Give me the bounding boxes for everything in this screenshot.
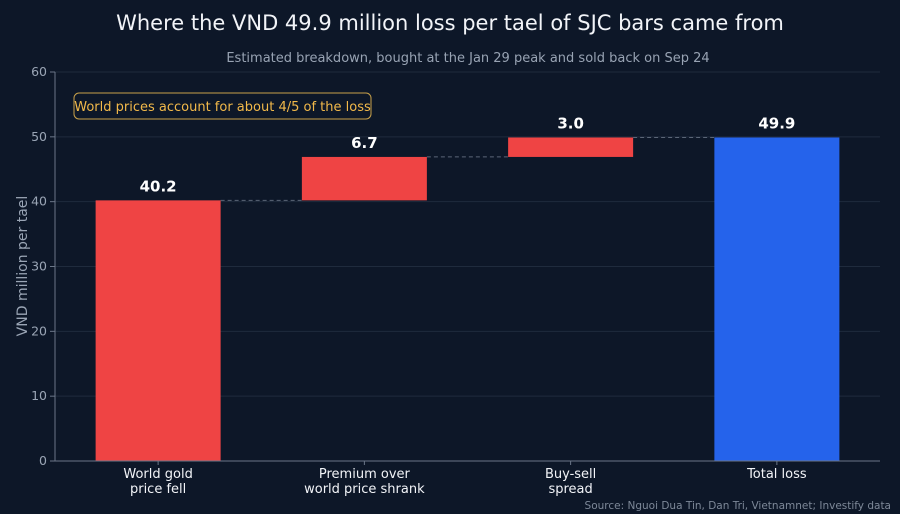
y-tick-label: 0 xyxy=(39,453,47,468)
y-axis-label: VND million per tael xyxy=(15,196,31,337)
component-bar xyxy=(508,137,634,157)
y-tick-label: 10 xyxy=(31,388,47,403)
y-tick-label: 60 xyxy=(31,64,47,79)
component-bar xyxy=(95,200,221,461)
chart-subtitle: Estimated breakdown, bought at the Jan 2… xyxy=(226,51,709,66)
value-label: 49.9 xyxy=(758,114,795,132)
total-bar xyxy=(714,137,840,461)
component-bar xyxy=(301,156,427,201)
category-label: Premium over world price shrank xyxy=(304,467,425,497)
chart-title: Where the VND 49.9 million loss per tael… xyxy=(116,11,784,35)
annotation-border xyxy=(73,92,372,120)
value-label: 40.2 xyxy=(140,177,177,195)
y-tick-label: 40 xyxy=(31,194,47,209)
source-note: Source: Nguoi Dua Tin, Dan Tri, Vietnamn… xyxy=(585,500,891,512)
y-tick-label: 20 xyxy=(31,323,47,338)
category-label: Total loss xyxy=(746,467,807,482)
y-tick-label: 50 xyxy=(31,129,47,144)
bars: 40.2 6.7 3.0 49.9 xyxy=(95,114,840,461)
value-label: 6.7 xyxy=(351,134,378,152)
category-label: World gold price fell xyxy=(123,467,192,497)
value-label: 3.0 xyxy=(557,114,584,132)
annotation-box: World prices account for about 4/5 of th… xyxy=(73,92,372,120)
y-tick-label: 30 xyxy=(31,259,47,274)
axes: 0 10 20 30 40 50 60 World gold price fell Premium… xyxy=(31,64,880,497)
connectors xyxy=(220,136,715,201)
annotation-text: World prices account for about 4/5 of th… xyxy=(74,100,371,115)
category-label: Buy-sell spread xyxy=(545,467,596,497)
